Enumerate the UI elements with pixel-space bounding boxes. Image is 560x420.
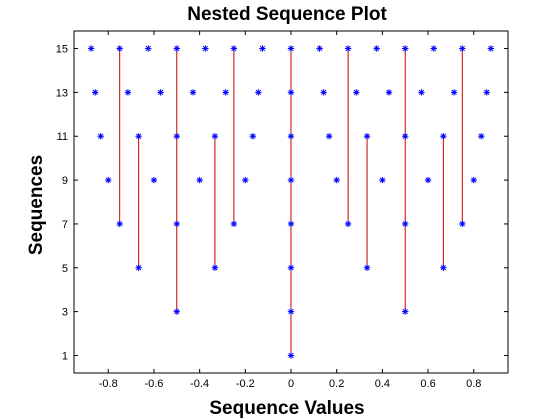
data-point — [124, 89, 132, 96]
data-point — [92, 89, 99, 96]
data-point — [487, 45, 495, 52]
y-tick-label: 1 — [62, 350, 68, 362]
data-point — [363, 264, 371, 271]
data-point — [211, 264, 219, 271]
data-point — [287, 45, 295, 52]
data-point — [173, 308, 180, 315]
y-tick-label: 9 — [62, 175, 68, 187]
data-point — [116, 45, 123, 52]
x-tick-label: 0.8 — [466, 378, 481, 390]
y-axis-label: Sequences — [26, 155, 47, 255]
data-point — [440, 133, 447, 140]
data-point — [173, 45, 180, 52]
data-point — [287, 133, 295, 140]
x-tick-label: 0.6 — [420, 378, 435, 390]
y-tick-label: 15 — [56, 44, 68, 56]
data-point — [145, 45, 152, 52]
x-tick-label: -0.2 — [236, 378, 255, 390]
data-point — [105, 176, 112, 184]
data-point — [402, 133, 409, 140]
data-point — [363, 133, 371, 140]
data-point — [287, 220, 295, 228]
data-point — [173, 133, 180, 140]
x-tick-label: 0 — [288, 378, 294, 390]
data-point — [402, 220, 409, 228]
data-point — [135, 264, 142, 271]
data-point — [249, 133, 257, 140]
data-point — [97, 133, 104, 140]
data-point — [287, 308, 295, 315]
data-point — [287, 352, 295, 359]
data-point — [450, 89, 458, 96]
data-point — [483, 89, 490, 96]
data-point — [230, 45, 238, 52]
data-point — [385, 89, 393, 96]
data-point — [373, 45, 380, 52]
x-tick-label: -0.8 — [99, 378, 118, 390]
data-point — [196, 176, 203, 184]
data-point — [287, 176, 295, 184]
data-point — [287, 89, 295, 96]
data-point — [459, 45, 466, 52]
data-point — [242, 176, 249, 184]
data-point — [150, 176, 158, 184]
data-point — [259, 45, 266, 52]
x-tick-label: 0.4 — [375, 378, 390, 390]
data-point — [320, 89, 327, 96]
y-tick-label: 7 — [62, 219, 68, 231]
data-point — [87, 45, 95, 52]
data-point — [116, 220, 123, 228]
data-point — [459, 220, 466, 228]
y-tick-label: 11 — [57, 131, 68, 143]
y-tick-label: 3 — [62, 307, 68, 319]
x-tick-label: 0.2 — [329, 378, 344, 390]
x-tick-label: -0.6 — [144, 378, 163, 390]
data-point — [344, 45, 352, 52]
data-point — [402, 308, 409, 315]
x-axis-label: Sequence Values — [209, 398, 364, 419]
data-point — [402, 45, 409, 52]
data-point — [379, 176, 386, 184]
data-point — [173, 220, 180, 228]
x-tick-label: -0.4 — [190, 378, 209, 390]
data-point — [478, 133, 485, 140]
data-point — [255, 89, 262, 96]
data-point — [424, 176, 432, 184]
data-point — [333, 176, 340, 184]
chart-title: Nested Sequence Plot — [187, 4, 387, 25]
y-tick-label: 13 — [56, 87, 68, 99]
data-point — [430, 45, 437, 52]
data-point — [418, 89, 425, 96]
data-point — [157, 89, 164, 96]
data-point — [222, 89, 229, 96]
data-point — [325, 133, 333, 140]
data-point — [353, 89, 360, 96]
data-point — [230, 220, 238, 228]
data-point — [211, 133, 219, 140]
data-point — [202, 45, 209, 52]
data-markers — [87, 45, 495, 359]
data-point — [470, 176, 477, 184]
connector-lines — [119, 48, 463, 356]
data-point — [316, 45, 323, 52]
y-tick-label: 5 — [62, 263, 68, 275]
data-point — [287, 264, 295, 271]
data-point — [344, 220, 352, 228]
data-point — [135, 133, 142, 140]
data-point — [189, 89, 197, 96]
data-point — [440, 264, 447, 271]
x-axis-ticks: -0.8 -0.6 -0.4 -0.2 0 0.2 0.4 0.6 0.8 — [99, 31, 481, 390]
